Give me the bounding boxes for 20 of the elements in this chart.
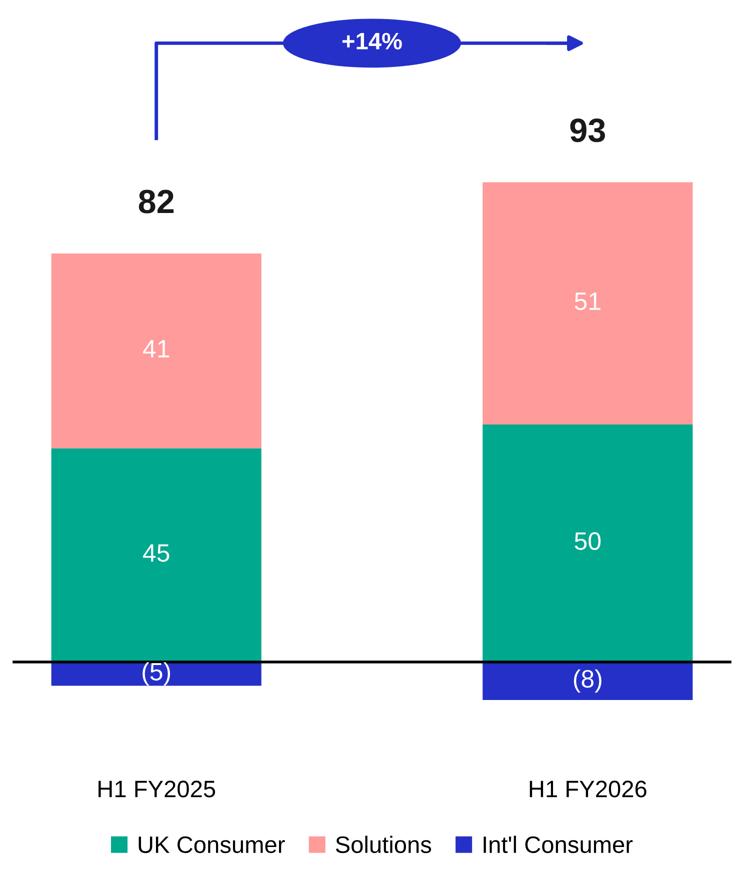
total-label: 93: [570, 118, 605, 142]
bar: [482, 662, 693, 700]
legend-label: Solutions: [336, 836, 432, 854]
text: +14%: [342, 32, 402, 50]
bar: [51, 662, 262, 686]
data-label: (5): [142, 662, 170, 686]
data-label: 51: [574, 292, 600, 310]
x-tick-label: H1 FY2026: [530, 780, 646, 798]
bar: [51, 448, 262, 662]
bar: [482, 424, 693, 662]
legend-label: Int'l Consumer: [484, 836, 633, 854]
bar: [51, 254, 262, 448]
data-label: 50: [574, 532, 601, 550]
bar: [482, 182, 693, 425]
x-tick-label: H1 FY2025: [98, 780, 216, 798]
legend-label: UK Consumer: [138, 836, 285, 854]
data-label: 45: [143, 544, 170, 562]
data-label: 41: [143, 340, 170, 358]
data-label: (8): [574, 669, 602, 693]
total-label: 82: [138, 190, 174, 214]
